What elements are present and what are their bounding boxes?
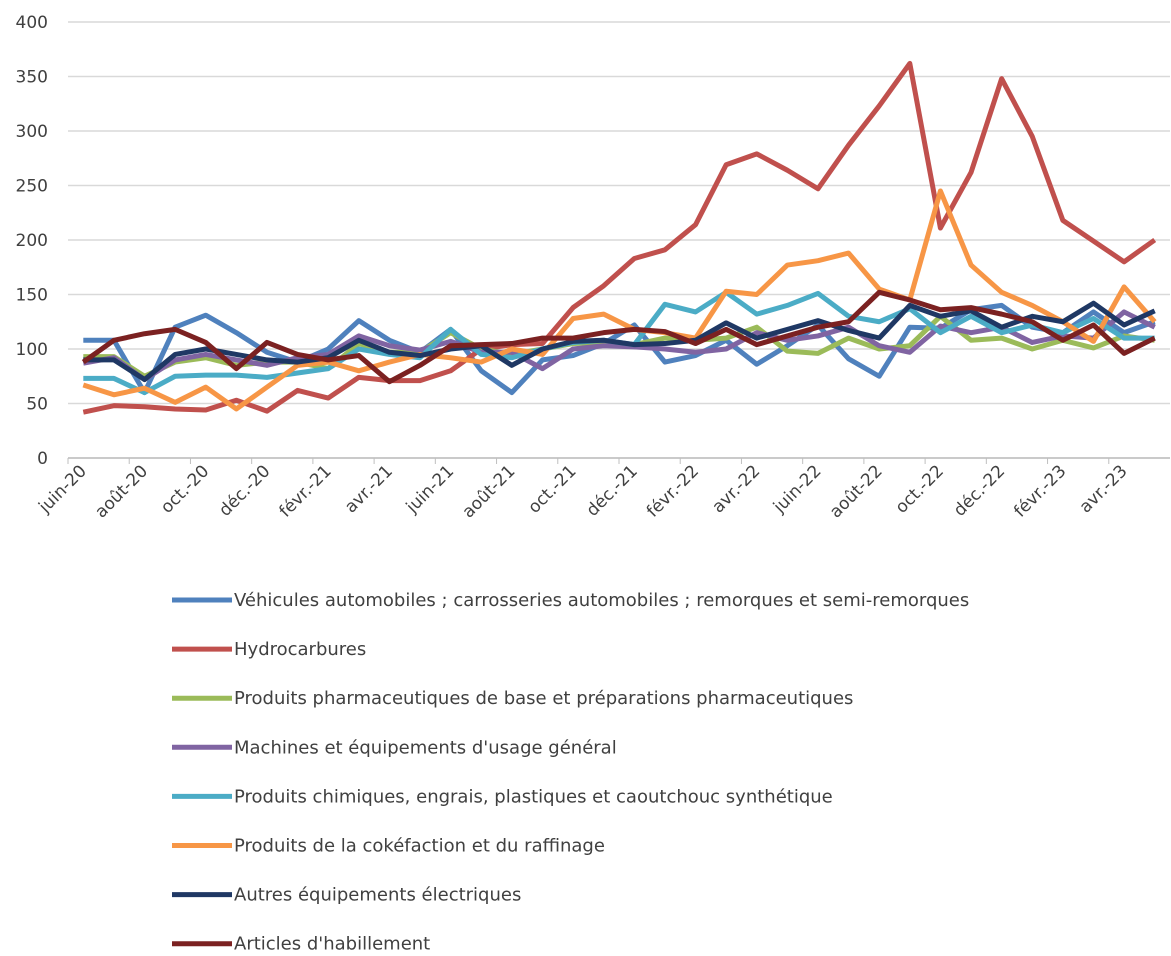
x-tick-label: juin-20 [34,461,90,517]
legend-label: Machines et équipements d'usage général [234,737,617,758]
x-tick-label: déc.-21 [583,461,642,520]
y-tick-label: 0 [37,449,48,469]
series-line [82,188,1157,412]
legend-label: Produits pharmaceutiques de base et prép… [234,688,853,709]
legend-label: Produits de la cokéfaction et du raffina… [234,836,605,857]
x-tick-label: déc.-20 [215,461,274,520]
x-tick-label: avr.-22 [708,461,764,517]
x-tick-label: juin-21 [402,461,458,517]
x-tick-label: févr.-23 [1010,461,1070,521]
legend-label: Véhicules automobiles ; carrosseries aut… [234,590,969,611]
y-tick-label: 200 [16,231,48,251]
x-tick-label: août-21 [459,461,520,522]
series-line [82,309,1156,383]
legend-label: Articles d'habillement [234,934,430,955]
x-tick-label: oct.-22 [892,461,948,517]
x-tick-label: août-22 [826,461,887,522]
x-tick-label: juin-22 [769,461,825,517]
y-tick-label: 350 [16,68,48,88]
y-tick-label: 150 [16,286,48,306]
series-line [81,289,1156,385]
series-line [82,60,1157,415]
series-line [83,300,1156,383]
y-tick-label: 100 [16,340,48,360]
legend-label: Produits chimiques, engrais, plastiques … [234,786,833,807]
x-tick-label: août-20 [91,461,152,522]
x-tick-label: oct.-21 [524,461,580,517]
x-tick-label: févr.-22 [643,461,703,521]
x-tick-label: oct.-20 [157,461,213,517]
x-tick-label: avr.-21 [341,461,397,517]
x-tick-label: févr.-21 [276,461,336,521]
legend-label: Autres équipements électriques [234,885,521,906]
y-tick-label: 300 [16,122,48,142]
y-tick-label: 400 [16,13,48,33]
y-tick-label: 250 [16,177,48,197]
x-tick-label: avr.-23 [1076,461,1132,517]
legend-label: Hydrocarbures [234,639,366,660]
y-tick-label: 50 [26,395,48,415]
x-tick-label: déc.-22 [950,461,1009,520]
